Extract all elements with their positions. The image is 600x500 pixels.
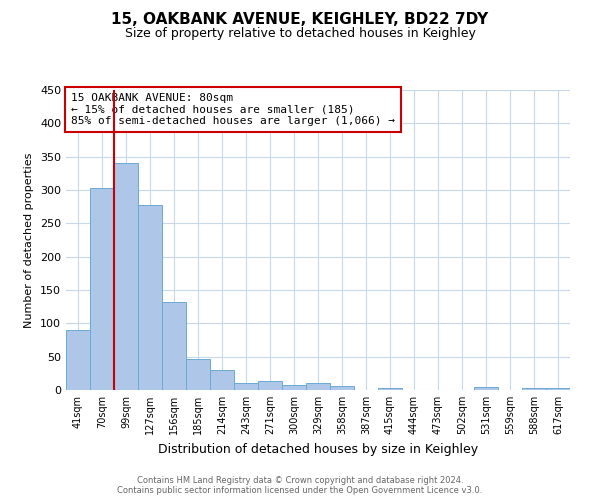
Bar <box>162 302 186 390</box>
Bar <box>282 386 306 390</box>
Bar <box>474 386 498 390</box>
Bar <box>186 358 210 390</box>
Bar <box>210 370 234 390</box>
X-axis label: Distribution of detached houses by size in Keighley: Distribution of detached houses by size … <box>158 442 478 456</box>
Bar <box>114 164 138 390</box>
Bar <box>378 388 402 390</box>
Bar <box>306 384 330 390</box>
Text: Contains HM Land Registry data © Crown copyright and database right 2024.: Contains HM Land Registry data © Crown c… <box>137 476 463 485</box>
Text: 15, OAKBANK AVENUE, KEIGHLEY, BD22 7DY: 15, OAKBANK AVENUE, KEIGHLEY, BD22 7DY <box>112 12 488 28</box>
Bar <box>258 382 282 390</box>
Y-axis label: Number of detached properties: Number of detached properties <box>25 152 34 328</box>
Text: 15 OAKBANK AVENUE: 80sqm
← 15% of detached houses are smaller (185)
85% of semi-: 15 OAKBANK AVENUE: 80sqm ← 15% of detach… <box>71 93 395 126</box>
Text: Size of property relative to detached houses in Keighley: Size of property relative to detached ho… <box>125 28 475 40</box>
Bar <box>546 388 570 390</box>
Text: Contains public sector information licensed under the Open Government Licence v3: Contains public sector information licen… <box>118 486 482 495</box>
Bar <box>330 386 354 390</box>
Bar <box>234 384 258 390</box>
Bar <box>522 388 546 390</box>
Bar <box>90 188 114 390</box>
Bar <box>138 204 162 390</box>
Bar <box>66 330 90 390</box>
